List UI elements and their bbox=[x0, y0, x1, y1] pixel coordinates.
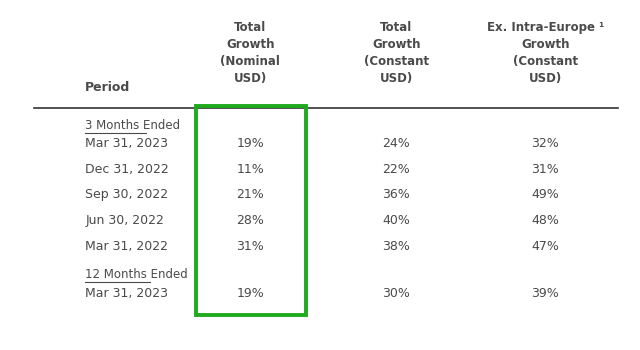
Text: 24%: 24% bbox=[382, 137, 410, 150]
Text: 38%: 38% bbox=[382, 240, 410, 253]
Text: 36%: 36% bbox=[382, 189, 410, 202]
Text: Ex. Intra-Europe ¹
Growth
(Constant
USD): Ex. Intra-Europe ¹ Growth (Constant USD) bbox=[486, 21, 604, 85]
Text: 28%: 28% bbox=[236, 214, 264, 227]
Text: 32%: 32% bbox=[531, 137, 559, 150]
Text: Dec 31, 2022: Dec 31, 2022 bbox=[85, 163, 169, 176]
Text: 12 Months Ended: 12 Months Ended bbox=[85, 268, 188, 281]
Text: Total
Growth
(Nominal
USD): Total Growth (Nominal USD) bbox=[220, 21, 280, 85]
Text: 11%: 11% bbox=[236, 163, 264, 176]
Text: Sep 30, 2022: Sep 30, 2022 bbox=[85, 189, 168, 202]
Text: Mar 31, 2023: Mar 31, 2023 bbox=[85, 287, 168, 300]
Text: Period: Period bbox=[85, 81, 131, 94]
Text: 19%: 19% bbox=[236, 137, 264, 150]
Text: 47%: 47% bbox=[531, 240, 559, 253]
Text: 22%: 22% bbox=[382, 163, 410, 176]
Text: 19%: 19% bbox=[236, 287, 264, 300]
Text: Mar 31, 2022: Mar 31, 2022 bbox=[85, 240, 168, 253]
Text: 49%: 49% bbox=[531, 189, 559, 202]
Text: 31%: 31% bbox=[531, 163, 559, 176]
Text: 39%: 39% bbox=[531, 287, 559, 300]
Text: 48%: 48% bbox=[531, 214, 559, 227]
Text: Jun 30, 2022: Jun 30, 2022 bbox=[85, 214, 164, 227]
Text: Mar 31, 2023: Mar 31, 2023 bbox=[85, 137, 168, 150]
Text: 40%: 40% bbox=[382, 214, 410, 227]
Text: 3 Months Ended: 3 Months Ended bbox=[85, 119, 180, 132]
Text: 31%: 31% bbox=[236, 240, 264, 253]
Text: Total
Growth
(Constant
USD): Total Growth (Constant USD) bbox=[364, 21, 429, 85]
Text: 21%: 21% bbox=[236, 189, 264, 202]
Text: 30%: 30% bbox=[382, 287, 410, 300]
